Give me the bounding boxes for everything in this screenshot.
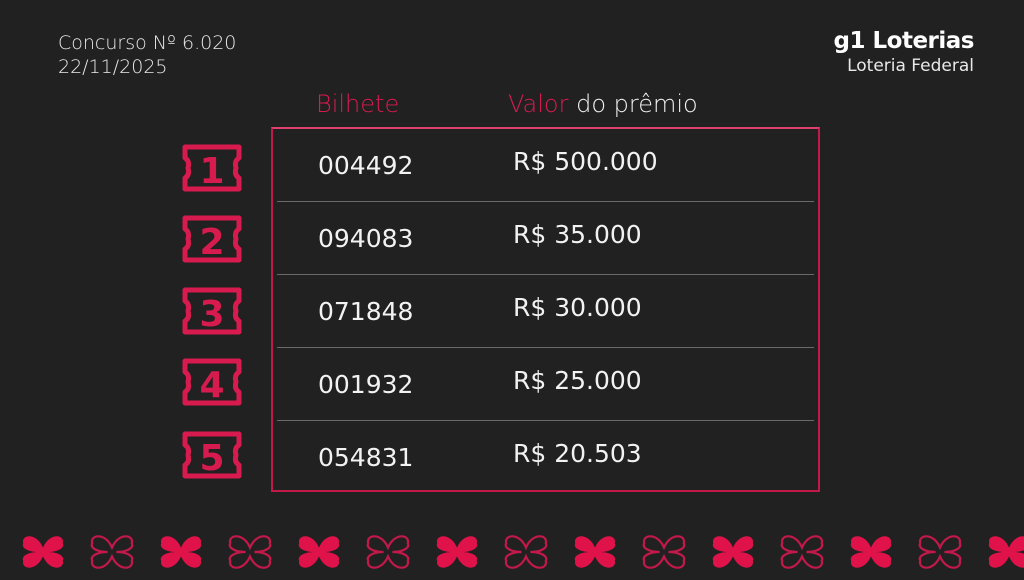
- ticket-position-icon: 4: [180, 357, 244, 407]
- clover-outline-icon: [364, 528, 412, 576]
- ticket-number: 071848: [318, 297, 414, 326]
- clover-outline-icon: [88, 528, 136, 576]
- brand-subtitle: Loteria Federal: [847, 56, 974, 76]
- row-divider: [277, 347, 814, 348]
- ticket-number: 054831: [318, 443, 414, 472]
- clover-outline-icon: [502, 528, 550, 576]
- position-number: 5: [199, 438, 224, 479]
- ticket-number: 094083: [318, 224, 414, 253]
- clover-filled-icon: [847, 528, 895, 576]
- contest-info: Concurso Nº 6.020 22/11/2025: [58, 31, 236, 79]
- ticket-position-icon: 1: [180, 143, 244, 193]
- clover-outline-icon: [640, 528, 688, 576]
- contest-date: 22/11/2025: [58, 56, 168, 78]
- row-divider: [277, 274, 814, 275]
- prize-value: R$ 35.000: [513, 220, 642, 249]
- clover-filled-icon: [19, 528, 67, 576]
- ticket-position-icon: 2: [180, 214, 244, 264]
- clover-filled-icon: [571, 528, 619, 576]
- clover-filled-icon: [433, 528, 481, 576]
- position-number: 1: [199, 151, 224, 192]
- clover-filled-icon: [985, 528, 1024, 576]
- prize-value: R$ 500.000: [513, 147, 658, 176]
- position-number: 2: [199, 222, 224, 263]
- brand: g1 Loterias Loteria Federal: [833, 28, 975, 76]
- ticket-number: 004492: [318, 151, 414, 180]
- prize-value: R$ 25.000: [513, 366, 642, 395]
- clover-filled-icon: [709, 528, 757, 576]
- results-table: 004492 R$ 500.000 094083 R$ 35.000 071848 …: [271, 127, 820, 492]
- clover-outline-icon: [916, 528, 964, 576]
- ticket-number: 001932: [318, 370, 414, 399]
- table-row: 054831 R$ 20.503: [277, 421, 814, 494]
- contest-number: Concurso Nº 6.020: [58, 32, 237, 54]
- clover-outline-icon: [226, 528, 274, 576]
- header-accent: Valor: [508, 90, 569, 118]
- position-number: 3: [199, 294, 224, 335]
- ticket-position-icon: 5: [180, 430, 244, 480]
- clover-filled-icon: [295, 528, 343, 576]
- clover-outline-icon: [778, 528, 826, 576]
- prize-value: R$ 20.503: [513, 439, 642, 468]
- row-divider: [277, 420, 814, 421]
- ticket-position-icon: 3: [180, 286, 244, 336]
- table-row: 094083 R$ 35.000: [277, 202, 814, 275]
- prize-value: R$ 30.000: [513, 293, 642, 322]
- clover-filled-icon: [157, 528, 205, 576]
- header-rest: do prêmio: [568, 90, 698, 118]
- table-row: 001932 R$ 25.000: [277, 348, 814, 421]
- column-header-prize: Valor do prêmio: [508, 90, 698, 118]
- table-row: 071848 R$ 30.000: [277, 275, 814, 348]
- position-number: 4: [199, 365, 224, 406]
- row-divider: [277, 201, 814, 202]
- table-row: 004492 R$ 500.000: [277, 129, 814, 202]
- g1-loterias-logo: g1 Loterias: [833, 28, 975, 54]
- column-header-ticket: Bilhete: [316, 90, 400, 118]
